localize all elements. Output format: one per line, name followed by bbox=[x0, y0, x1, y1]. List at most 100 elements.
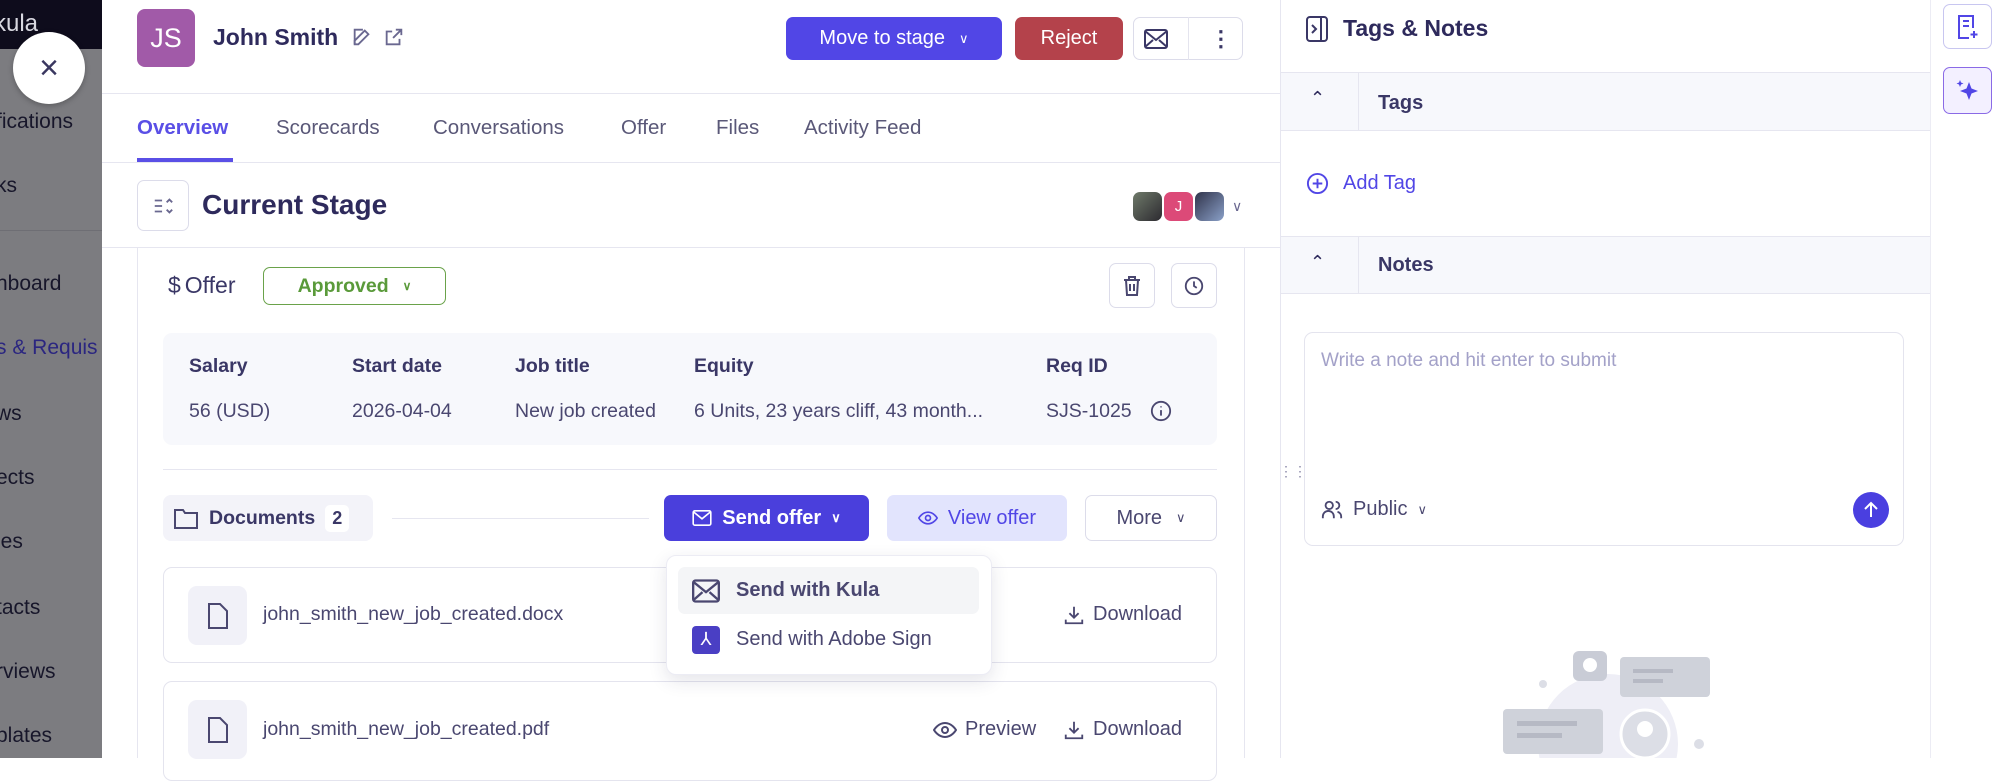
chevron-up-icon[interactable]: ⌃ bbox=[1310, 88, 1326, 108]
divider bbox=[1358, 236, 1359, 294]
sidebar-item-prospects[interactable]: ects bbox=[0, 466, 35, 489]
panel-title: Tags & Notes bbox=[1343, 15, 1489, 41]
divider bbox=[163, 469, 1217, 470]
sidebar-item-tasks[interactable]: ks bbox=[0, 174, 17, 197]
tab-conversations[interactable]: Conversations bbox=[433, 116, 565, 139]
column-header: Req ID bbox=[1046, 355, 1108, 377]
divider bbox=[102, 247, 1280, 248]
divider bbox=[1358, 72, 1359, 131]
file-icon bbox=[188, 700, 247, 759]
more-label: More bbox=[1116, 506, 1163, 529]
file-icon bbox=[188, 586, 247, 645]
edit-icon[interactable] bbox=[351, 26, 373, 48]
divider bbox=[1244, 247, 1245, 758]
notes-section-header[interactable] bbox=[1281, 236, 1930, 294]
divider bbox=[137, 247, 138, 758]
candidate-name: John Smith bbox=[213, 24, 339, 50]
mail-icon bbox=[692, 578, 720, 603]
req-id-value: SJS-1025 bbox=[1046, 400, 1132, 422]
sidebar-item-templates[interactable]: plates bbox=[0, 724, 53, 747]
tab-scorecards[interactable]: Scorecards bbox=[276, 116, 380, 139]
resize-handle[interactable]: ⋮⋮ bbox=[1279, 463, 1307, 479]
document-plus-icon bbox=[1957, 14, 1977, 39]
external-link-icon[interactable] bbox=[383, 26, 405, 48]
more-button[interactable]: More ∨ bbox=[1085, 495, 1217, 541]
submit-note-button[interactable] bbox=[1853, 492, 1889, 528]
assignee-avatar: J bbox=[1164, 192, 1193, 221]
tab-activity-feed[interactable]: Activity Feed bbox=[804, 116, 922, 139]
divider bbox=[1930, 0, 1931, 758]
sidebar-item-dashboard[interactable]: hboard bbox=[0, 272, 62, 295]
download-button[interactable]: Download bbox=[1063, 718, 1182, 741]
file-name[interactable]: john_smith_new_job_created.pdf bbox=[263, 718, 550, 740]
divider bbox=[102, 93, 1280, 94]
sidebar-divider bbox=[0, 230, 102, 231]
sidebar-item-roles[interactable]: les bbox=[0, 530, 23, 553]
divider bbox=[1188, 17, 1190, 60]
sidebar-item-contacts[interactable]: tacts bbox=[0, 596, 41, 619]
close-button[interactable]: × bbox=[13, 32, 85, 104]
preview-button[interactable]: Preview bbox=[933, 718, 1036, 741]
notes-header: Notes bbox=[1378, 254, 1434, 276]
history-icon bbox=[1184, 276, 1204, 295]
delete-offer-button[interactable] bbox=[1109, 263, 1155, 308]
column-header: Start date bbox=[352, 355, 442, 377]
menu-item-label: Send with Kula bbox=[736, 579, 880, 601]
documents-title: Documents bbox=[209, 506, 316, 529]
mail-icon bbox=[1144, 28, 1169, 49]
trash-icon bbox=[1124, 275, 1140, 296]
tags-section-header[interactable] bbox=[1281, 72, 1930, 131]
add-tag-button[interactable]: Add Tag bbox=[1306, 172, 1416, 195]
avatar: JS bbox=[137, 9, 195, 67]
eye-icon bbox=[933, 721, 957, 738]
collapse-panel-icon[interactable] bbox=[1306, 16, 1328, 42]
menu-item-send-with-kula[interactable]: Send with Kula bbox=[678, 567, 979, 614]
ai-assistant-button[interactable] bbox=[1943, 67, 1992, 114]
file-name[interactable]: john_smith_new_job_created.docx bbox=[263, 603, 564, 625]
tab-overview[interactable]: Overview bbox=[137, 116, 229, 139]
sidebar-item-interviews[interactable]: rviews bbox=[0, 660, 56, 683]
start-date-value: 2026-04-04 bbox=[352, 400, 452, 422]
salary-value: 56 (USD) bbox=[189, 400, 271, 422]
tab-files[interactable]: Files bbox=[716, 116, 760, 139]
note-placeholder: Write a note and hit enter to submit bbox=[1321, 350, 1617, 371]
column-header: Equity bbox=[694, 355, 754, 377]
sidebar-item-jobs[interactable]: s & Requis bbox=[0, 336, 98, 359]
offer-details bbox=[163, 333, 1217, 445]
eye-icon bbox=[917, 511, 938, 525]
visibility-dropdown[interactable]: Public ∨ bbox=[1321, 498, 1427, 521]
download-label: Download bbox=[1093, 718, 1182, 740]
empty-notes-illustration bbox=[1503, 649, 1713, 758]
offer-status-dropdown[interactable]: Approved ∨ bbox=[263, 267, 446, 305]
chevron-down-icon: ∨ bbox=[1176, 510, 1186, 525]
stage-toggle-button[interactable] bbox=[137, 180, 189, 231]
chevron-down-icon: ∨ bbox=[1232, 198, 1243, 214]
tab-offer[interactable]: Offer bbox=[621, 116, 667, 139]
menu-item-send-with-adobe-sign[interactable]: ⅄ Send with Adobe Sign bbox=[678, 616, 979, 663]
divider bbox=[392, 518, 649, 519]
offer-history-button[interactable] bbox=[1171, 263, 1217, 308]
sidebar-item-views[interactable]: ws bbox=[0, 402, 22, 425]
job-title-value: New job created bbox=[515, 400, 656, 422]
more-options-button[interactable]: ⋮ bbox=[1209, 25, 1232, 51]
note-input[interactable] bbox=[1304, 332, 1904, 546]
chevron-up-icon[interactable]: ⌃ bbox=[1310, 252, 1326, 272]
move-to-stage-label: Move to stage bbox=[819, 27, 946, 49]
view-offer-button[interactable]: View offer bbox=[887, 495, 1067, 541]
info-icon[interactable] bbox=[1150, 400, 1172, 422]
users-icon bbox=[1321, 500, 1343, 518]
email-button[interactable] bbox=[1144, 28, 1169, 49]
sidebar-item-notifications[interactable]: fications bbox=[0, 110, 74, 133]
send-offer-button[interactable]: Send offer ∨ bbox=[664, 495, 869, 541]
move-to-stage-button[interactable]: Move to stage ∨ bbox=[786, 17, 1002, 60]
divider bbox=[1280, 0, 1281, 758]
reject-button[interactable]: Reject bbox=[1015, 17, 1123, 60]
download-button[interactable]: Download bbox=[1063, 603, 1182, 626]
stage-assignees[interactable]: J ∨ bbox=[1133, 192, 1242, 221]
divider bbox=[102, 162, 1280, 163]
chevron-down-icon: ∨ bbox=[1417, 501, 1427, 517]
view-offer-label: View offer bbox=[947, 506, 1037, 529]
close-icon: × bbox=[39, 48, 59, 87]
offer-title: Offer bbox=[184, 272, 236, 298]
add-note-rail-button[interactable] bbox=[1943, 4, 1992, 49]
